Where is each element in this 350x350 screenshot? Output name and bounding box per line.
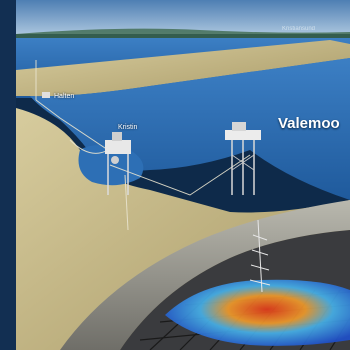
label-distant-town: Kristiansund — [282, 26, 316, 32]
well-bore — [249, 219, 271, 293]
sand-spit — [16, 40, 350, 97]
seismic-heatmap — [165, 279, 350, 346]
pipelines — [35, 60, 251, 231]
halten-structure — [42, 92, 50, 98]
left-edge-strip — [0, 0, 16, 350]
label-halten: Halten — [54, 93, 75, 100]
sky — [16, 0, 350, 34]
distant-coast — [16, 28, 350, 40]
valemon-platform — [225, 122, 261, 195]
label-kristin: Kristin — [118, 124, 138, 131]
kristin-platform — [105, 132, 131, 195]
canyon-wall — [60, 200, 350, 350]
label-valemon: Valemoo — [278, 115, 340, 132]
